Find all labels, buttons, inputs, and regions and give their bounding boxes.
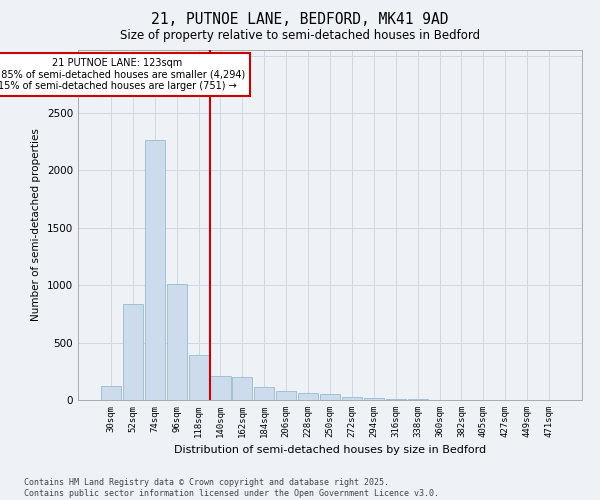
Bar: [101, 386, 121, 400]
Bar: [254, 388, 274, 400]
Y-axis label: Number of semi-detached properties: Number of semi-detached properties: [31, 128, 41, 322]
Text: 21 PUTNOE LANE: 123sqm
← 85% of semi-detached houses are smaller (4,294)
15% of : 21 PUTNOE LANE: 123sqm ← 85% of semi-det…: [0, 58, 245, 91]
Bar: [364, 398, 384, 400]
Text: Size of property relative to semi-detached houses in Bedford: Size of property relative to semi-detach…: [120, 29, 480, 42]
Bar: [298, 393, 318, 400]
Bar: [342, 397, 362, 400]
Text: Contains HM Land Registry data © Crown copyright and database right 2025.
Contai: Contains HM Land Registry data © Crown c…: [24, 478, 439, 498]
Bar: [145, 140, 165, 400]
X-axis label: Distribution of semi-detached houses by size in Bedford: Distribution of semi-detached houses by …: [174, 446, 486, 456]
Bar: [167, 284, 187, 400]
Bar: [211, 376, 230, 400]
Bar: [123, 304, 143, 400]
Text: 21, PUTNOE LANE, BEDFORD, MK41 9AD: 21, PUTNOE LANE, BEDFORD, MK41 9AD: [151, 12, 449, 28]
Bar: [232, 377, 253, 400]
Bar: [188, 355, 209, 400]
Bar: [320, 394, 340, 400]
Bar: [276, 392, 296, 400]
Bar: [386, 399, 406, 400]
